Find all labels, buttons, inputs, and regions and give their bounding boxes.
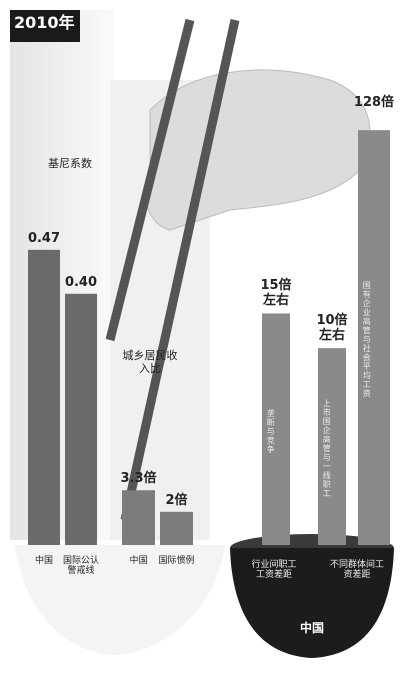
bar [160, 511, 193, 545]
value-label: 0.47 [27, 230, 61, 246]
chart-title: 城乡居民收入比 [122, 349, 178, 375]
value-label: 10倍左右 [316, 313, 348, 344]
category-label: 垄断与竞争 [266, 408, 276, 454]
value-label: 0.40 [64, 274, 98, 290]
bowl-left [15, 545, 225, 655]
header-box [10, 10, 80, 42]
region-label: 中国 [299, 621, 324, 635]
bar [318, 348, 346, 545]
category-label: 国有企业高管与社会平均工资 [362, 281, 372, 399]
bar [262, 313, 290, 545]
category-label: 上市国企高管与一线职工 [322, 399, 332, 499]
header-title: 2010年 [14, 13, 75, 32]
category-label: 中国 [34, 556, 53, 566]
value-label: 2倍 [165, 492, 188, 508]
bar [28, 249, 60, 545]
bar [358, 130, 390, 545]
category-label: 国际公认警戒线 [62, 556, 99, 577]
bowl-right [230, 548, 394, 658]
chopstick [120, 19, 240, 521]
chopstick [105, 18, 195, 342]
value-label: 15倍左右 [260, 278, 292, 309]
value-label: 128倍 [353, 95, 395, 111]
group-label: 不同群体间工资差距 [329, 560, 384, 581]
value-label: 3.3倍 [120, 471, 157, 487]
category-label: 中国 [129, 556, 148, 566]
panel-bg [10, 10, 115, 540]
group-label: 行业间职工工资差距 [251, 560, 297, 581]
chart-title: 基尼系数 [48, 157, 92, 170]
bar [122, 490, 155, 545]
category-label: 国际惯例 [158, 556, 195, 566]
bar [65, 293, 97, 545]
hand [145, 69, 371, 231]
